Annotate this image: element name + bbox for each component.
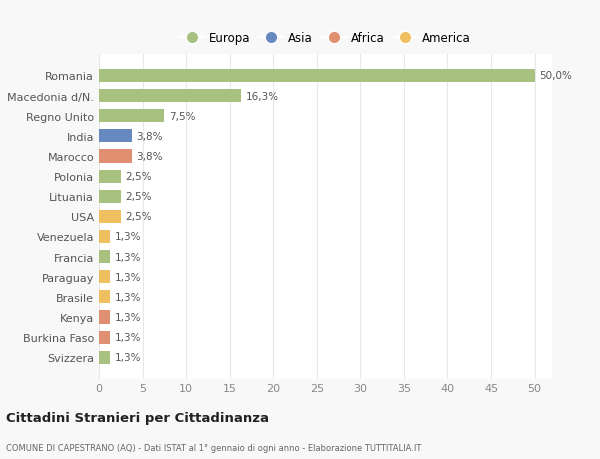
Text: 1,3%: 1,3% — [115, 312, 141, 322]
Text: 1,3%: 1,3% — [115, 332, 141, 342]
Bar — [99, 90, 241, 103]
Bar — [99, 210, 121, 224]
Bar — [99, 130, 132, 143]
Bar — [99, 291, 110, 304]
Bar — [99, 331, 110, 344]
Bar — [99, 251, 110, 263]
Text: 1,3%: 1,3% — [115, 292, 141, 302]
Legend: Europa, Asia, Africa, America: Europa, Asia, Africa, America — [177, 28, 474, 49]
Text: 2,5%: 2,5% — [125, 192, 152, 202]
Text: 3,8%: 3,8% — [136, 132, 163, 141]
Text: 3,8%: 3,8% — [136, 151, 163, 162]
Bar — [99, 170, 121, 183]
Text: 1,3%: 1,3% — [115, 252, 141, 262]
Text: Cittadini Stranieri per Cittadinanza: Cittadini Stranieri per Cittadinanza — [6, 412, 269, 425]
Text: COMUNE DI CAPESTRANO (AQ) - Dati ISTAT al 1° gennaio di ogni anno - Elaborazione: COMUNE DI CAPESTRANO (AQ) - Dati ISTAT a… — [6, 443, 421, 452]
Text: 2,5%: 2,5% — [125, 212, 152, 222]
Text: 50,0%: 50,0% — [539, 71, 572, 81]
Text: 7,5%: 7,5% — [169, 112, 195, 122]
Bar — [99, 351, 110, 364]
Bar — [99, 150, 132, 163]
Bar — [99, 110, 164, 123]
Text: 2,5%: 2,5% — [125, 172, 152, 182]
Text: 1,3%: 1,3% — [115, 232, 141, 242]
Bar — [99, 311, 110, 324]
Bar — [99, 70, 535, 83]
Bar — [99, 230, 110, 243]
Text: 1,3%: 1,3% — [115, 272, 141, 282]
Text: 16,3%: 16,3% — [245, 91, 278, 101]
Bar — [99, 190, 121, 203]
Text: 1,3%: 1,3% — [115, 353, 141, 363]
Bar — [99, 271, 110, 284]
